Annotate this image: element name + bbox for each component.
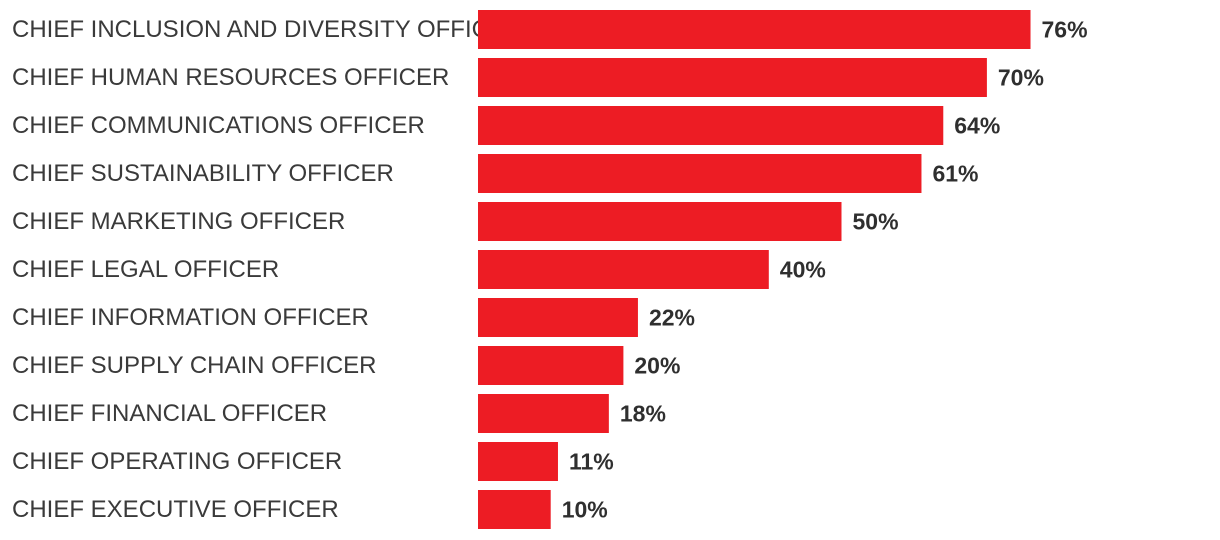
bar bbox=[478, 442, 558, 481]
bar bbox=[478, 154, 922, 193]
bar bbox=[478, 298, 638, 337]
value-label: 61% bbox=[932, 161, 978, 187]
bar bbox=[478, 106, 944, 145]
value-label: 20% bbox=[634, 353, 680, 379]
bar bbox=[478, 58, 987, 97]
bar bbox=[478, 250, 769, 289]
bar bbox=[478, 490, 551, 529]
value-label: 40% bbox=[780, 257, 826, 283]
value-label: 10% bbox=[562, 497, 608, 523]
value-label: 50% bbox=[853, 209, 899, 235]
category-label: CHIEF OPERATING OFFICER bbox=[12, 448, 342, 475]
value-label: 70% bbox=[998, 65, 1044, 91]
value-label: 22% bbox=[649, 305, 695, 331]
bar bbox=[478, 202, 842, 241]
category-label: CHIEF HUMAN RESOURCES OFFICER bbox=[12, 64, 449, 91]
category-label: CHIEF EXECUTIVE OFFICER bbox=[12, 496, 339, 523]
bar bbox=[478, 346, 624, 385]
value-label: 18% bbox=[620, 401, 666, 427]
value-label: 64% bbox=[954, 113, 1000, 139]
category-label: CHIEF COMMUNICATIONS OFFICER bbox=[12, 112, 425, 139]
bar bbox=[478, 10, 1031, 49]
category-label: CHIEF LEGAL OFFICER bbox=[12, 256, 279, 283]
category-label: CHIEF INFORMATION OFFICER bbox=[12, 304, 369, 331]
category-label: CHIEF MARKETING OFFICER bbox=[12, 208, 345, 235]
category-label: CHIEF FINANCIAL OFFICER bbox=[12, 400, 327, 427]
category-label: CHIEF SUPPLY CHAIN OFFICER bbox=[12, 352, 377, 379]
bar bbox=[478, 394, 609, 433]
category-label: CHIEF SUSTAINABILITY OFFICER bbox=[12, 160, 394, 187]
value-label: 76% bbox=[1042, 17, 1088, 43]
bars-group: CHIEF INCLUSION AND DIVERSITY OFFICER 76%… bbox=[12, 10, 1088, 529]
category-label: CHIEF INCLUSION AND DIVERSITY OFFICER bbox=[12, 16, 522, 43]
value-label: 11% bbox=[569, 449, 614, 475]
